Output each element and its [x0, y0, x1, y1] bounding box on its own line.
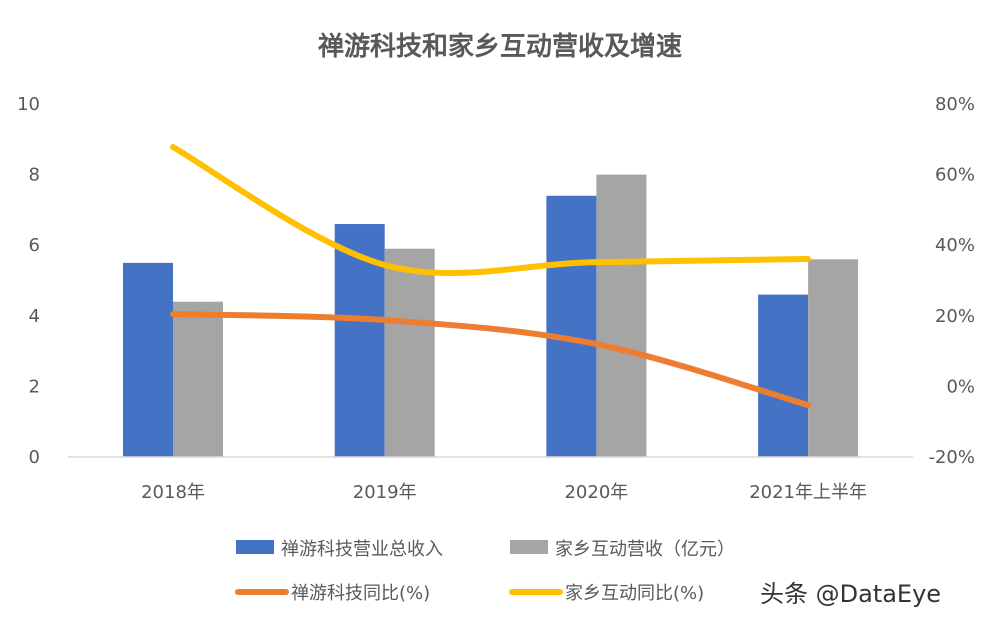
- left-tick-label: 8: [29, 165, 40, 186]
- bar-chanyou-revenue: [758, 294, 809, 457]
- right-tick-label: -20%: [928, 447, 975, 468]
- watermark: 头条 @DataEye: [760, 580, 941, 608]
- left-tick-label: 0: [29, 447, 40, 468]
- legend-swatch: [236, 540, 274, 554]
- x-tick-label: 2020年: [564, 482, 628, 503]
- right-tick-label: 80%: [935, 94, 975, 115]
- legend-swatch: [510, 540, 548, 554]
- x-tick-label: 2019年: [353, 482, 417, 503]
- x-tick-label: 2018年: [141, 482, 205, 503]
- right-tick-label: 40%: [935, 235, 975, 256]
- bar-jiaxiang-revenue: [596, 174, 647, 457]
- right-tick-label: 20%: [935, 306, 975, 327]
- chart-title: 禅游科技和家乡互动营收及增速: [317, 31, 682, 62]
- legend-label: 家乡互动营收（亿元）: [555, 539, 735, 560]
- left-tick-label: 4: [29, 306, 40, 327]
- line-jiaxiang-yoy: [170, 144, 812, 276]
- bar-chanyou-revenue: [123, 262, 173, 457]
- bar-jiaxiang-revenue: [173, 301, 223, 457]
- left-tick-label: 6: [29, 235, 40, 256]
- bar-jiaxiang-revenue: [808, 259, 859, 457]
- right-tick-label: 0%: [946, 376, 975, 397]
- bar-jiaxiang-revenue: [384, 248, 435, 457]
- right-tick-label: 60%: [935, 165, 975, 186]
- line-chanyou-yoy: [170, 311, 812, 409]
- left-tick-label: 10: [17, 94, 40, 115]
- x-tick-label: 2021年上半年: [749, 482, 867, 503]
- legend-label: 禅游科技同比(%): [291, 583, 430, 604]
- left-tick-label: 2: [29, 376, 40, 397]
- legend-label: 禅游科技营业总收入: [281, 539, 443, 560]
- legend-label: 家乡互动同比(%): [565, 583, 704, 604]
- bar-chanyou-revenue: [546, 195, 597, 457]
